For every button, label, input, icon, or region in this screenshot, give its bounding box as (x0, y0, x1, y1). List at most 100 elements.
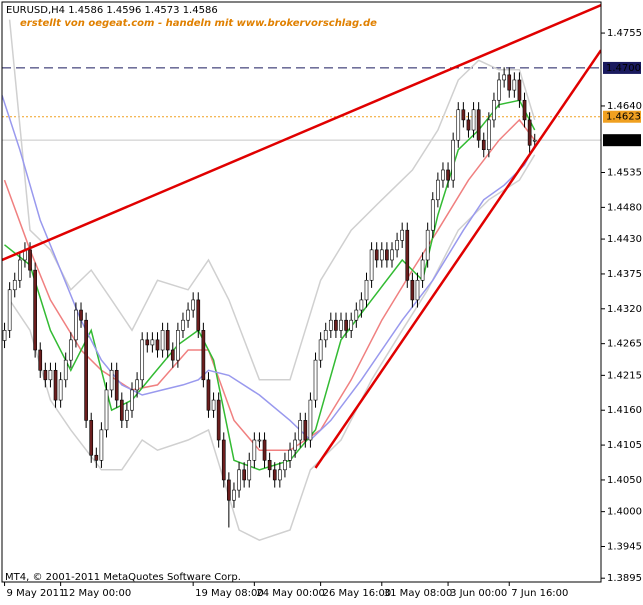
candle-body (522, 99, 527, 121)
trend-line (2, 4, 601, 262)
candle-body (79, 309, 83, 321)
candle-body (165, 330, 170, 351)
candle-body (267, 459, 272, 471)
y-tick-label: 1.4755 (607, 28, 642, 39)
candle-body (451, 139, 455, 181)
candle-body (170, 349, 175, 361)
candle-body (298, 420, 303, 441)
candle-body (221, 439, 226, 481)
y-tick-label: 1.4265 (607, 339, 642, 350)
candle-body (492, 99, 496, 121)
y-tick-label: 1.4160 (607, 405, 642, 416)
y-tick-label: 1.4375 (607, 269, 642, 280)
candle-body (497, 79, 501, 101)
candle-body (247, 459, 252, 481)
y-tick-label: 1.4535 (607, 168, 642, 179)
candle-body (303, 420, 308, 441)
candle-body (405, 229, 410, 281)
candle-body (364, 279, 369, 301)
candle-body (191, 299, 195, 311)
candle-body (232, 489, 236, 501)
candle-body (33, 269, 37, 351)
candle-body (211, 399, 216, 411)
candle-body (12, 279, 17, 291)
x-tick-label: 24 May 00:00 (256, 588, 325, 599)
candle-body (512, 79, 517, 91)
candle-body (430, 199, 435, 231)
candle-body (374, 249, 379, 261)
candle-body (334, 319, 338, 331)
candle-body (68, 339, 73, 361)
candle-body (507, 74, 512, 91)
candle-body (196, 299, 201, 331)
candle-body (94, 454, 99, 461)
price-label-box (603, 61, 641, 74)
candle-body (130, 389, 134, 411)
candle-body (53, 369, 58, 401)
candle-body (339, 319, 343, 331)
candle-body (38, 349, 43, 371)
candle-body (206, 379, 211, 411)
footer: MT4, © 2001-2011 MetaQuotes Software Cor… (5, 572, 241, 583)
candle-body (104, 389, 109, 431)
price-label: 1.4700 (606, 63, 641, 74)
candle-body (125, 409, 129, 421)
candle-body (425, 229, 430, 261)
candle-body (323, 330, 328, 341)
candle-body (476, 109, 481, 141)
chart-title: EURUSD,H4 1.4586 1.4596 1.4573 1.4586 (6, 5, 218, 16)
candle-body (446, 169, 450, 181)
candle-body (74, 309, 78, 341)
candle-body (385, 249, 389, 261)
candle-body (354, 309, 359, 321)
candle-body (114, 369, 119, 401)
candle-body (237, 469, 241, 491)
candle-body (283, 459, 287, 471)
x-tick-label: 19 May 08:00 (195, 588, 264, 599)
candle-body (43, 369, 48, 381)
plot-area (2, 4, 601, 542)
annotation: erstellt von oegeat.com - handeln mit ww… (20, 18, 377, 29)
candle-body (461, 109, 466, 121)
candle-body (201, 330, 206, 381)
candle-body (227, 479, 231, 501)
y-tick-label: 1.4000 (607, 507, 642, 518)
candle-body (369, 249, 374, 281)
candle-body (278, 469, 282, 481)
candle-body (410, 279, 415, 301)
candle-body (328, 319, 333, 331)
candle-body (7, 289, 12, 331)
candle-body (48, 369, 53, 381)
x-tick-label: 26 May 16:00 (323, 588, 392, 599)
indicator-line (8, 19, 536, 381)
candle-body (28, 249, 32, 271)
candle-body (456, 109, 461, 141)
price-label-box (603, 110, 641, 123)
candle-body (150, 339, 155, 346)
candle-body (181, 319, 185, 331)
x-tick-label: 9 May 2011 (7, 588, 66, 599)
candle-body (2, 330, 7, 341)
candle-body (257, 439, 262, 442)
x-tick-label: 12 May 00:00 (63, 588, 132, 599)
y-tick-label: 1.4480 (607, 202, 642, 213)
y-tick-label: 1.3895 (607, 573, 642, 584)
candle-body (420, 259, 425, 281)
candle-body (160, 330, 165, 351)
candle-body (176, 330, 180, 361)
y-tick-label: 1.4640 (607, 101, 642, 112)
y-tick-label: 1.4050 (607, 475, 642, 486)
x-tick-label: 7 Jun 16:00 (511, 588, 568, 599)
candle-body (58, 379, 63, 401)
y-tick-label: 1.4215 (607, 370, 642, 381)
candle-body (99, 429, 104, 461)
indicator-line (4, 99, 536, 471)
candle-body (532, 139, 537, 142)
candle-body (487, 119, 491, 150)
candle-body (242, 469, 246, 481)
candle-body (441, 169, 445, 181)
candle-body (349, 319, 354, 331)
candle-body (359, 299, 364, 311)
